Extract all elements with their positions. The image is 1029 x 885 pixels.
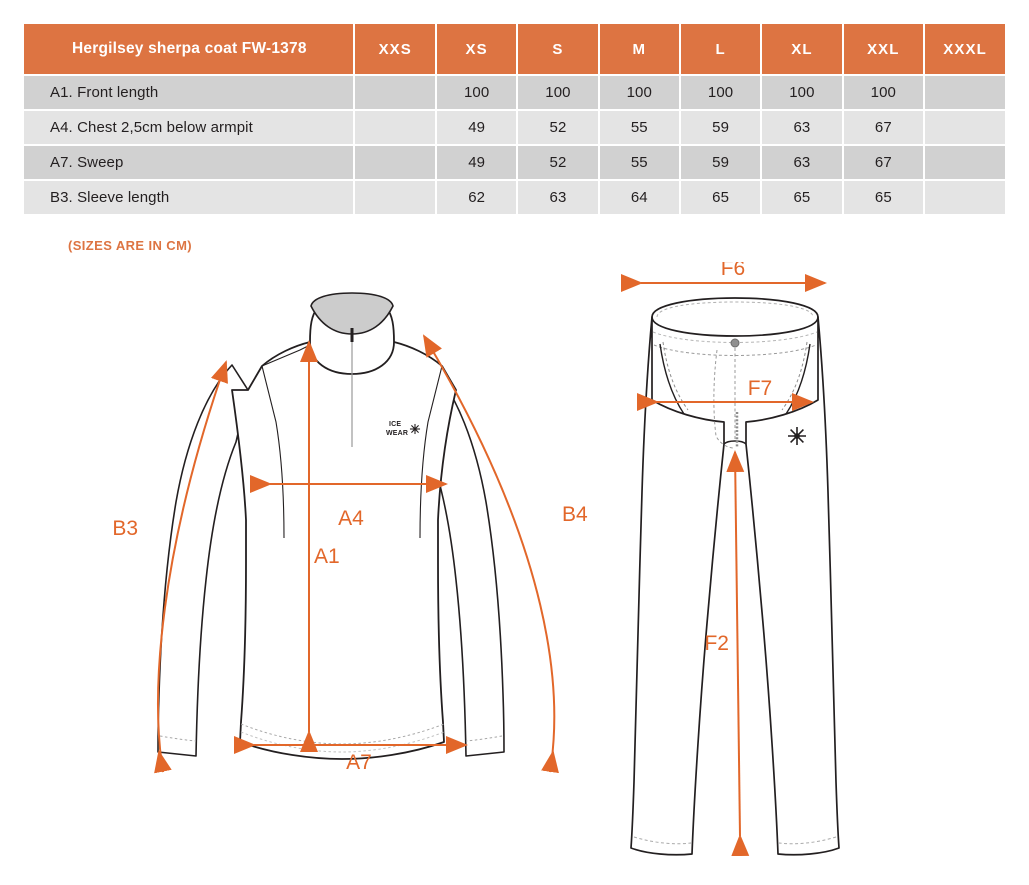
product-title: Hergilsey sherpa coat FW-1378 — [24, 24, 354, 74]
measurement-label: B3. Sleeve length — [24, 181, 354, 214]
measurement-value: 49 — [437, 146, 517, 179]
measurement-value: 100 — [599, 76, 679, 109]
measurement-value: 65 — [762, 181, 842, 214]
measurement-value: 52 — [518, 146, 598, 179]
size-column-header-xxs: XXS — [355, 24, 435, 74]
measurement-label: A7. Sweep — [24, 146, 354, 179]
measurement-value: 55 — [599, 146, 679, 179]
measurement-value: 100 — [843, 76, 924, 109]
dimension-label-a1: A1 — [314, 545, 340, 568]
measurement-value — [355, 76, 435, 109]
table-body: A1. Front length 100 100 100 100 100 100… — [24, 76, 1005, 214]
brand-line-1: ICE — [389, 421, 401, 428]
dimension-a4: A4 — [250, 475, 448, 530]
measurement-value: 59 — [680, 111, 761, 144]
table-header-row: Hergilsey sherpa coat FW-1378 XXS XS S M… — [24, 24, 1005, 74]
measurement-value: 55 — [599, 111, 679, 144]
size-column-header-xxxl: XXXL — [925, 24, 1005, 74]
table-row: A7. Sweep 49 52 55 59 63 67 — [24, 146, 1005, 179]
measurement-value: 67 — [843, 111, 924, 144]
dimension-b4: B4 — [422, 334, 588, 774]
snowflake-icon — [409, 423, 421, 435]
measurement-value — [355, 111, 435, 144]
technical-drawings: ICE WEAR — [0, 262, 1029, 885]
size-column-header-m: M — [599, 24, 679, 74]
ice-wear-logo: ICE WEAR — [386, 421, 421, 437]
dimension-f6: F6 — [621, 262, 827, 292]
dimension-label-b3: B3 — [112, 517, 138, 540]
units-note: (SIZES ARE IN CM) — [68, 238, 193, 253]
measurement-value — [925, 111, 1005, 144]
dimension-f7: F7 — [637, 377, 814, 411]
measurement-value: 49 — [437, 111, 517, 144]
table-row: A1. Front length 100 100 100 100 100 100 — [24, 76, 1005, 109]
measurement-value — [355, 181, 435, 214]
dimension-label-a7: A7 — [346, 751, 372, 774]
measurement-value: 62 — [437, 181, 517, 214]
measurement-value — [925, 181, 1005, 214]
measurement-value: 63 — [762, 111, 842, 144]
measurement-value: 52 — [518, 111, 598, 144]
snowflake-icon — [788, 427, 806, 445]
table-row: A4. Chest 2,5cm below armpit 49 52 55 59… — [24, 111, 1005, 144]
size-column-header-xl: XL — [762, 24, 842, 74]
size-table: Hergilsey sherpa coat FW-1378 XXS XS S M… — [22, 22, 1007, 216]
sherpa-coat-technical-drawing: ICE WEAR — [112, 292, 588, 774]
measurement-value: 100 — [437, 76, 517, 109]
table-header: Hergilsey sherpa coat FW-1378 XXS XS S M… — [24, 24, 1005, 74]
dimension-label-b4: B4 — [562, 503, 588, 526]
measurement-value: 65 — [843, 181, 924, 214]
table-row: B3. Sleeve length 62 63 64 65 65 65 — [24, 181, 1005, 214]
dimension-a1: A1 — [300, 340, 340, 752]
measurement-value: 65 — [680, 181, 761, 214]
measurement-value: 63 — [762, 146, 842, 179]
dimension-a7: A7 — [234, 736, 468, 774]
measurement-value: 100 — [762, 76, 842, 109]
dimension-label-a4: A4 — [338, 507, 364, 530]
measurement-value — [925, 76, 1005, 109]
measurement-label: A1. Front length — [24, 76, 354, 109]
pants-technical-drawing: F6 F7 F2 — [621, 262, 840, 857]
measurement-value: 59 — [680, 146, 761, 179]
size-column-header-xs: XS — [437, 24, 517, 74]
size-column-header-l: L — [680, 24, 761, 74]
measurement-value: 63 — [518, 181, 598, 214]
brand-line-2: WEAR — [386, 430, 408, 437]
dimension-label-f7: F7 — [748, 377, 773, 400]
dimension-label-f2: F2 — [704, 632, 729, 655]
measurement-value — [355, 146, 435, 179]
measurement-value: 67 — [843, 146, 924, 179]
size-column-header-s: S — [518, 24, 598, 74]
measurement-label: A4. Chest 2,5cm below armpit — [24, 111, 354, 144]
dimension-label-f6: F6 — [721, 262, 746, 280]
size-column-header-xxl: XXL — [843, 24, 924, 74]
measurement-value: 100 — [680, 76, 761, 109]
measurement-value — [925, 146, 1005, 179]
measurement-value: 100 — [518, 76, 598, 109]
dimension-f2: F2 — [704, 450, 750, 857]
dimension-b3: B3 — [112, 360, 228, 774]
measurement-value: 64 — [599, 181, 679, 214]
